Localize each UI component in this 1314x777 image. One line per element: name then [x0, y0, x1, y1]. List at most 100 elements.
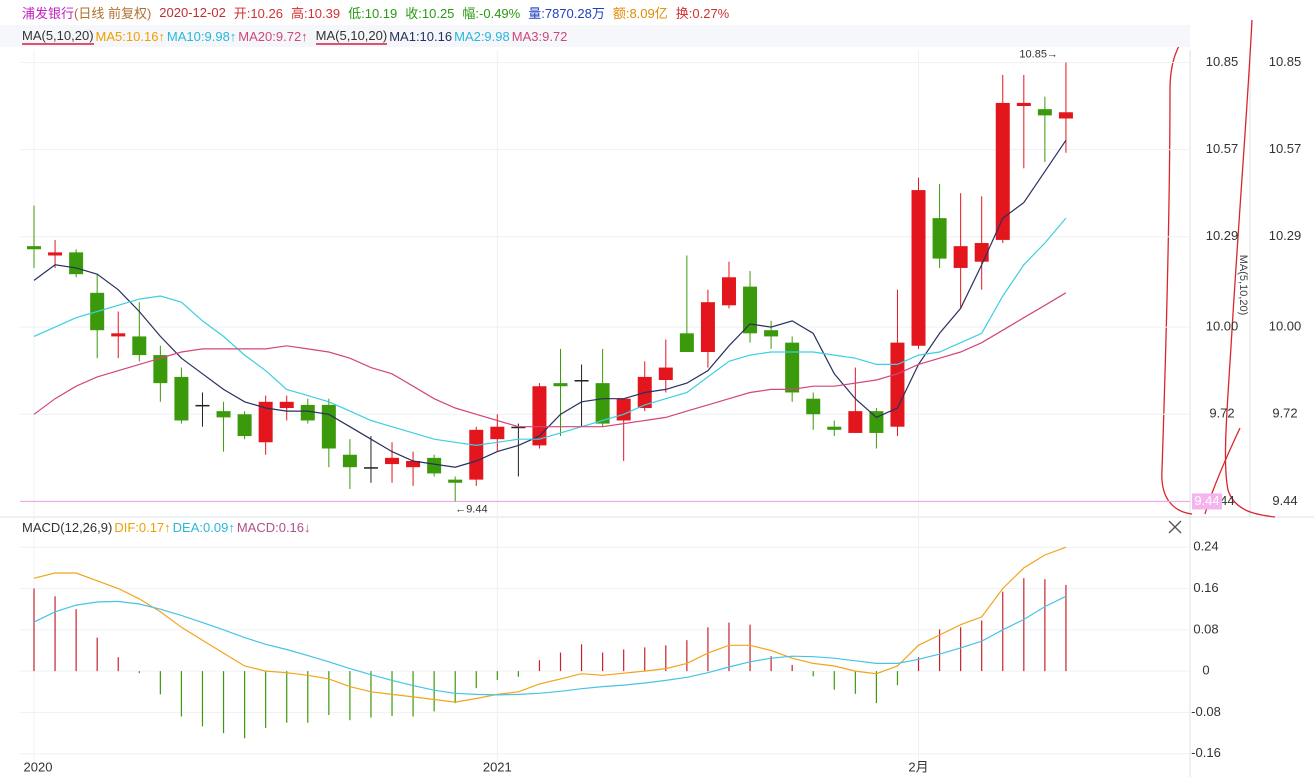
legend-item: MACD:0.16↓ [236, 519, 311, 535]
candle-body [469, 429, 484, 480]
y-tick-label: 10.57 [1206, 141, 1239, 156]
y-tick-label: 10.29 [1206, 228, 1239, 243]
candle-body [574, 380, 589, 382]
candle-body [48, 252, 63, 256]
candle-body [132, 336, 147, 356]
candle-body [890, 342, 905, 427]
candle-body [658, 367, 673, 381]
legend-item: MA2:9.98 [454, 28, 510, 44]
y-tick-label: 10.57 [1269, 141, 1302, 156]
annotation: 10.85→ [1019, 48, 1058, 60]
candle-body [300, 404, 315, 421]
legend-item: MA10:9.98↑ [166, 28, 237, 44]
candle-body [1037, 109, 1052, 116]
candle-body [1058, 112, 1073, 119]
mode: (日线 前复权) [74, 5, 152, 21]
y-tick-label: 0.08 [1193, 621, 1218, 636]
legend-item: DEA:0.09↑ [172, 519, 235, 535]
candle-body [700, 302, 715, 352]
candle-body [153, 355, 168, 384]
y-tick-label: 10.00 [1269, 319, 1302, 334]
candle-body [111, 333, 126, 337]
stat: 额:8.09亿 [612, 5, 668, 21]
candle-body [279, 401, 294, 409]
candle-body [974, 243, 989, 262]
ma-line [33, 217, 1067, 447]
x-tick-label: 2020 [24, 759, 53, 774]
hand-drawn-annotation [1161, 19, 1276, 518]
candle-body [363, 467, 378, 469]
candle-body [806, 398, 821, 415]
candle-body [785, 342, 800, 393]
stat: 高:10.39 [290, 5, 341, 21]
x-tick-label: 2021 [483, 759, 512, 774]
ma-line [33, 292, 1067, 428]
stat: 收:10.25 [405, 5, 455, 21]
stat: 开:10.26 [233, 5, 283, 21]
candle-body [764, 330, 779, 337]
candle-body [743, 286, 758, 334]
candle-body [237, 414, 252, 437]
stat: 换:0.27% [675, 5, 730, 21]
legend-item: MA20:9.72↑ [238, 28, 308, 44]
stock-name: 浦发银行 [22, 5, 75, 21]
y-tick-label: -0.08 [1191, 704, 1221, 719]
candle-body [321, 404, 336, 449]
candle-body [827, 426, 842, 430]
price-tag-label: 9.44 [1194, 493, 1219, 508]
stat: 量:7870.28万 [528, 5, 605, 21]
close-icon[interactable] [1168, 520, 1182, 534]
candle-body [490, 426, 505, 440]
candle-body [995, 102, 1010, 240]
x-tick-label: 2月 [908, 759, 928, 774]
candle-body [174, 376, 189, 421]
legend-item: MA3:9.72 [511, 28, 568, 44]
axis-label: MA(5,10,20) [1237, 255, 1249, 316]
ma-line [33, 139, 1067, 468]
y-tick-label: 10.00 [1206, 319, 1239, 334]
candle-body [448, 479, 463, 483]
legend-item: MA5:10.16↑ [95, 28, 165, 44]
price-tag [1192, 493, 1222, 510]
candle-body [532, 386, 547, 446]
y-tick-label: 0.24 [1193, 539, 1218, 554]
candle-body [69, 252, 84, 275]
candle-body [195, 404, 210, 407]
candle-body [616, 398, 631, 421]
candle-body [869, 411, 884, 433]
candle-body [1016, 102, 1031, 107]
y-tick-label: 10.85 [1269, 54, 1302, 69]
date: 2020-12-02 [159, 4, 226, 20]
candle-body [258, 401, 273, 443]
legend-title[interactable]: MACD(12,26,9) [22, 519, 113, 535]
macd-legend: MACD(12,26,9) DIF:0.17↑ DEA:0.09↑ MACD:0… [22, 516, 319, 538]
macd-line [33, 595, 1067, 696]
y-tick-label: 10.29 [1269, 228, 1302, 243]
y-tick-label: 9.72 [1272, 406, 1297, 421]
stat: 幅:-0.49% [462, 5, 521, 21]
candle-body [406, 460, 421, 468]
candle-body [595, 383, 610, 424]
candle-body [216, 411, 231, 418]
annotation: ←9.44 [455, 503, 487, 515]
legend-title[interactable]: MA(5,10,20) [315, 27, 388, 45]
candle-body [932, 218, 947, 259]
ma-legend: MA(5,10,20) MA5:10.16↑ MA10:9.98↑ MA20:9… [0, 25, 1190, 47]
candle-body [679, 333, 694, 352]
candle-body [385, 457, 400, 465]
candle-body [27, 246, 41, 250]
candle-body [721, 277, 736, 306]
stat: 低:10.19 [348, 5, 398, 21]
candle-body [911, 190, 926, 346]
y-tick-label: 0.16 [1193, 580, 1218, 595]
candle-body [953, 246, 968, 268]
candle-body [342, 454, 357, 468]
header: 浦发银行 (日线 前复权) 2020-12-02 开:10.26 高:10.39… [22, 0, 737, 24]
legend-title[interactable]: MA(5,10,20) [22, 27, 94, 45]
legend-item: MA1:10.16 [389, 28, 453, 44]
y-tick-label: -0.16 [1191, 745, 1221, 760]
candle-body [511, 426, 526, 429]
y-tick-label: 9.72 [1209, 406, 1234, 421]
candle-body [553, 383, 568, 387]
